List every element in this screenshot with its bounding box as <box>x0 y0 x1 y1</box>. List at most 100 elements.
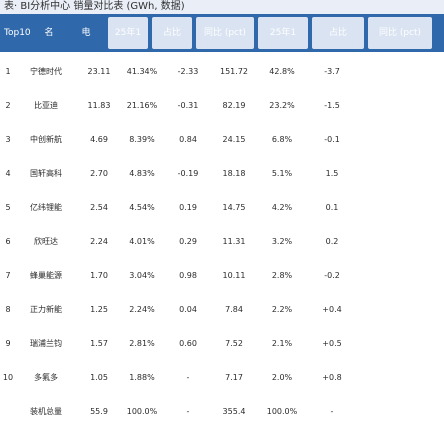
pct-cell: -0.31 <box>177 101 199 110</box>
name-cell: 国轩高科 <box>30 169 62 178</box>
name-cell: 瑞浦兰钧 <box>30 339 62 348</box>
table-row: 6 欣旺达 2.24 4.01% 0.29 11.31 3.2% 0.2 <box>0 224 444 259</box>
share-cell: 100.0% <box>126 407 158 416</box>
header-yoy: 同比 (pct) <box>196 17 254 49</box>
header-prev-sales: 25年1 <box>258 17 308 49</box>
sales-cell: 2.54 <box>90 203 108 212</box>
sales-cell: 55.9 <box>90 407 108 416</box>
name-cell: 装机总量 <box>30 407 62 416</box>
table-row: 1 宁德时代 23.11 41.34% -2.33 151.72 42.8% -… <box>0 54 444 89</box>
prev-share-cell: 100.0% <box>266 407 298 416</box>
prev-pct-cell: -0.1 <box>324 135 340 144</box>
share-cell: 4.01% <box>129 237 155 246</box>
share-cell: 4.54% <box>129 203 155 212</box>
name-cell: 欣旺达 <box>34 237 58 246</box>
name-cell: 比亚迪 <box>34 101 58 110</box>
prev-pct-cell: -0.2 <box>324 271 340 280</box>
share-cell: 8.39% <box>129 135 155 144</box>
prev-share-cell: 2.1% <box>271 339 293 348</box>
table-row: 3 中创新航 4.69 8.39% 0.84 24.15 6.8% -0.1 <box>0 122 444 157</box>
sales-cell: 4.69 <box>90 135 108 144</box>
table-row: 8 正力新能 1.25 2.24% 0.04 7.84 2.2% +0.4 <box>0 292 444 327</box>
rank-cell: 7 <box>5 271 11 280</box>
pct-cell: 0.84 <box>179 135 197 144</box>
sales-cell: 2.24 <box>90 237 108 246</box>
pct-cell: 0.04 <box>179 305 197 314</box>
table-row: 9 瑞浦兰钧 1.57 2.81% 0.60 7.52 2.1% +0.5 <box>0 326 444 361</box>
prev-pct-cell: +0.5 <box>322 339 342 348</box>
prev-sales-cell: 7.17 <box>225 373 243 382</box>
prev-share-cell: 23.2% <box>269 101 295 110</box>
share-cell: 41.34% <box>126 67 158 76</box>
prev-pct-cell: 0.1 <box>325 203 339 212</box>
rank-cell: 4 <box>5 169 11 178</box>
name-cell: 中创新航 <box>30 135 62 144</box>
pct-cell: 0.19 <box>179 203 197 212</box>
sales-cell: 11.83 <box>87 101 111 110</box>
prev-sales-cell: 18.18 <box>222 169 246 178</box>
prev-sales-cell: 14.75 <box>222 203 246 212</box>
prev-pct-cell: 0.2 <box>325 237 339 246</box>
sales-cell: 1.05 <box>90 373 108 382</box>
rank-cell: 5 <box>5 203 11 212</box>
prev-sales-cell: 24.15 <box>222 135 246 144</box>
header-name: 名 <box>44 28 54 38</box>
prev-share-cell: 2.2% <box>271 305 293 314</box>
sales-cell: 1.25 <box>90 305 108 314</box>
prev-share-cell: 5.1% <box>271 169 293 178</box>
pct-cell: -0.19 <box>177 169 199 178</box>
prev-sales-cell: 11.31 <box>222 237 246 246</box>
share-cell: 3.04% <box>129 271 155 280</box>
prev-sales-cell: 82.19 <box>222 101 246 110</box>
prev-sales-cell: 355.4 <box>222 407 246 416</box>
table-row: 4 国轩高科 2.70 4.83% -0.19 18.18 5.1% 1.5 <box>0 156 444 191</box>
rank-cell: 3 <box>5 135 11 144</box>
table-row: 2 比亚迪 11.83 21.16% -0.31 82.19 23.2% -1.… <box>0 88 444 123</box>
prev-share-cell: 42.8% <box>269 67 295 76</box>
pct-cell: -2.33 <box>177 67 199 76</box>
prev-share-cell: 3.2% <box>271 237 293 246</box>
header-share: 占比 <box>152 17 192 49</box>
header-prev-yoy: 同比 (pct) <box>368 17 432 49</box>
pct-cell: - <box>186 407 190 416</box>
name-cell: 宁德时代 <box>30 67 62 76</box>
table-row: 7 蜂巢能源 1.70 3.04% 0.98 10.11 2.8% -0.2 <box>0 258 444 293</box>
name-cell: 亿纬锂能 <box>30 203 62 212</box>
prev-share-cell: 4.2% <box>271 203 293 212</box>
table-header: Top10 名 电 25年1 占比 同比 (pct) 25年1 占比 同比 (p… <box>0 14 444 52</box>
rank-cell: 2 <box>5 101 11 110</box>
pct-cell: 0.60 <box>179 339 197 348</box>
pct-cell: 0.98 <box>179 271 197 280</box>
rank-cell: 9 <box>5 339 11 348</box>
name-cell: 多氟多 <box>34 373 58 382</box>
prev-pct-cell: +0.8 <box>322 373 342 382</box>
sales-cell: 23.11 <box>87 67 111 76</box>
sales-cell: 2.70 <box>90 169 108 178</box>
rank-cell: 1 <box>5 67 11 76</box>
table-row: 5 亿纬锂能 2.54 4.54% 0.19 14.75 4.2% 0.1 <box>0 190 444 225</box>
prev-pct-cell: -3.7 <box>324 67 340 76</box>
name-cell: 蜂巢能源 <box>30 271 62 280</box>
header-battery: 电 <box>81 28 91 38</box>
share-cell: 21.16% <box>126 101 158 110</box>
rank-cell: 6 <box>5 237 11 246</box>
pct-cell: - <box>186 373 190 382</box>
window-title: 表· BI分析中心 销量对比表 (GWh, 数据) <box>0 0 444 14</box>
sales-cell: 1.57 <box>90 339 108 348</box>
prev-share-cell: 2.8% <box>271 271 293 280</box>
rank-cell: 8 <box>5 305 11 314</box>
header-prev-share: 占比 <box>312 17 364 49</box>
prev-sales-cell: 7.84 <box>225 305 243 314</box>
share-cell: 1.88% <box>129 373 155 382</box>
name-cell: 正力新能 <box>30 305 62 314</box>
rank-cell: 10 <box>2 373 14 382</box>
header-sales: 25年1 <box>108 17 148 49</box>
pct-cell: 0.29 <box>179 237 197 246</box>
prev-pct-cell: - <box>330 407 334 416</box>
prev-sales-cell: 7.52 <box>225 339 243 348</box>
prev-sales-cell: 151.72 <box>220 67 248 76</box>
sales-cell: 1.70 <box>90 271 108 280</box>
table-row: 10 多氟多 1.05 1.88% - 7.17 2.0% +0.8 <box>0 360 444 395</box>
prev-pct-cell: -1.5 <box>324 101 340 110</box>
